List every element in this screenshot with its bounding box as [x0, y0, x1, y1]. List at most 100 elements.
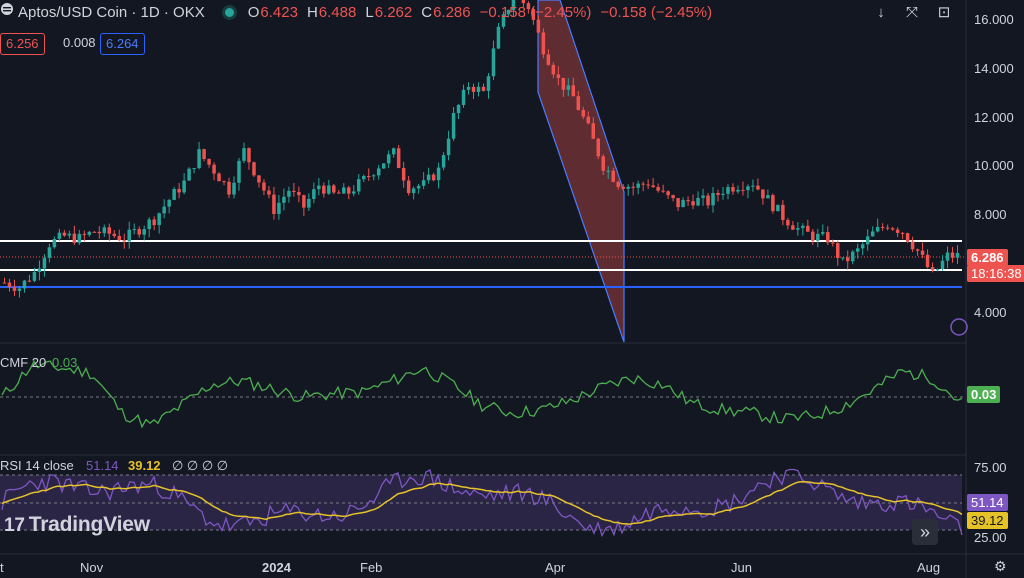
change-value: −0.158 (−2.45%): [479, 3, 592, 21]
candle-body: [312, 189, 316, 199]
candle-body: [481, 86, 486, 91]
candle-body: [955, 252, 960, 258]
candle-body: [87, 231, 92, 235]
candle-body: [27, 280, 32, 282]
candle-body: [801, 225, 805, 229]
high-label: H: [306, 3, 318, 21]
scroll-to-realtime-button[interactable]: »: [912, 519, 938, 545]
cmf-title[interactable]: CMF 20: [0, 355, 47, 370]
candle-body: [646, 184, 650, 186]
candlestick-series[interactable]: [2, 0, 960, 298]
candle-body: [202, 149, 206, 159]
candle-body: [401, 167, 406, 181]
candle-body: [247, 148, 251, 163]
candle-body: [232, 182, 236, 195]
candle-body: [591, 123, 596, 139]
candle-body: [766, 195, 770, 199]
rsi-legend-value: 51.14: [86, 458, 119, 473]
low-label: L: [365, 3, 374, 21]
candle-body: [456, 104, 461, 114]
candle-body: [2, 282, 7, 284]
candle-body: [416, 185, 421, 189]
rsi-level-tick: 75.00: [974, 460, 1007, 475]
candle-body: [182, 180, 186, 193]
candle-body: [376, 168, 381, 176]
candle-body: [212, 164, 216, 174]
candle-body: [945, 252, 950, 261]
candle-body: [72, 233, 77, 243]
market-status-icon[interactable]: [224, 7, 234, 17]
down-arrow-button[interactable]: ↓: [877, 3, 885, 21]
candle-body: [696, 197, 700, 206]
countdown-tag: 18:16:38: [967, 265, 1024, 282]
candle-body: [661, 190, 665, 192]
aptos-logo-icon: [1, 3, 13, 15]
candle-body: [277, 202, 281, 214]
candle-body: [756, 185, 760, 190]
candle-body: [496, 26, 501, 49]
candle-body: [935, 269, 940, 271]
candle-body: [466, 86, 471, 90]
candle-body: [82, 233, 87, 235]
open-label: O: [247, 3, 260, 21]
candle-body: [631, 186, 635, 188]
drawing-anchor-icon[interactable]: [950, 318, 968, 336]
candle-body: [831, 242, 835, 244]
rsi-line: [1, 468, 963, 538]
candle-body: [217, 173, 221, 182]
candle-body: [297, 191, 301, 196]
candle-body: [147, 219, 151, 230]
symbol-title[interactable]: Aptos/USD Coin · 1D · OKX: [18, 3, 205, 21]
candle-body: [636, 183, 640, 188]
candle-body: [676, 198, 680, 208]
time-tick: 2024: [262, 560, 291, 575]
candle-body: [172, 189, 176, 200]
candle-body: [92, 231, 97, 233]
candle-body: [920, 250, 925, 255]
rsi-ma-legend-value: 39.12: [128, 458, 161, 473]
snapshot-button[interactable]: ⊡: [937, 4, 951, 21]
candle-body: [307, 198, 311, 208]
candle-body: [197, 149, 201, 169]
bid-box[interactable]: 6.256: [0, 33, 45, 55]
cmf-line: [1, 360, 963, 429]
candle-body: [32, 272, 37, 281]
candle-body: [836, 243, 840, 258]
candle-body: [611, 170, 615, 182]
candle-body: [137, 229, 141, 235]
parallelogram-drawing[interactable]: [537, 0, 625, 343]
candle-body: [187, 168, 191, 181]
spread-value: 0.008: [63, 35, 96, 50]
candle-body: [905, 233, 910, 242]
candle-body: [596, 138, 601, 157]
candle-body: [446, 138, 451, 156]
candle-body: [431, 174, 436, 181]
candle-body: [875, 226, 880, 232]
candle-body: [381, 163, 386, 169]
rsi-level-tick: 25.00: [974, 530, 1007, 545]
fullscreen-button[interactable]: ⤧: [905, 3, 918, 21]
candle-body: [12, 287, 17, 291]
rsi-ma-line: [1, 481, 963, 525]
candle-body: [471, 86, 476, 92]
candle-body: [885, 227, 890, 229]
close-value: 6.286: [433, 3, 471, 21]
rsi-title[interactable]: RSI 14 close: [0, 458, 74, 473]
ask-box[interactable]: 6.264: [100, 33, 145, 55]
rsi-extra-values: ∅ ∅ ∅ ∅: [172, 458, 229, 473]
candle-body: [292, 190, 296, 192]
candle-body: [821, 232, 825, 234]
candle-body: [107, 227, 112, 234]
price-tick: 4.000: [974, 305, 1007, 320]
candle-body: [556, 74, 561, 78]
candle-body: [671, 195, 675, 199]
candle-body: [736, 189, 740, 192]
candle-body: [506, 9, 511, 15]
settings-gear-icon[interactable]: ⚙: [994, 558, 1007, 574]
candle-body: [786, 219, 790, 226]
tradingview-logo[interactable]: 17 TradingView: [4, 513, 150, 537]
candle-body: [761, 189, 765, 199]
candle-body: [352, 191, 356, 194]
candle-body: [117, 235, 122, 241]
